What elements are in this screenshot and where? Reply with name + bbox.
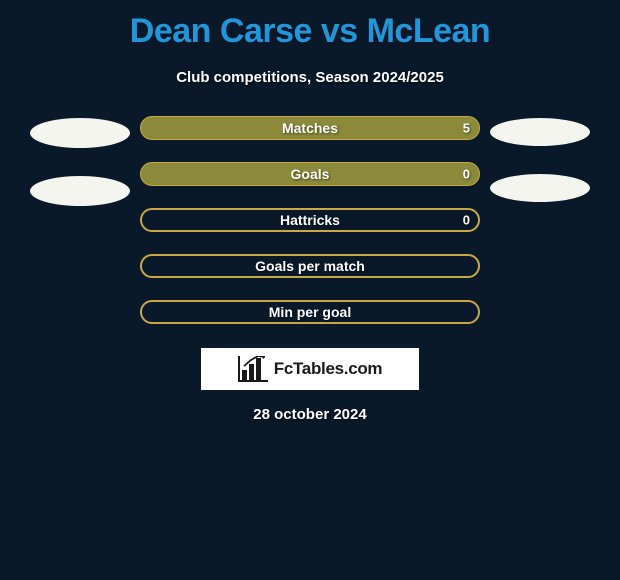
stat-bar-row: Min per goal bbox=[140, 300, 480, 324]
left-avatar-column bbox=[20, 116, 140, 206]
stat-bars-column: Matches 5 Goals 0 Hattricks 0 Goals per match M… bbox=[140, 116, 480, 324]
site-logo-box: FcTables.com bbox=[201, 348, 419, 390]
comparison-subtitle: Club competitions, Season 2024/2025 bbox=[176, 69, 444, 86]
stat-label: Min per goal bbox=[269, 304, 351, 320]
comparison-title: Dean Carse vs McLean bbox=[130, 12, 490, 51]
fctables-chart-icon bbox=[238, 356, 268, 382]
stat-bar-row: Matches 5 bbox=[140, 116, 480, 140]
stat-label: Goals bbox=[291, 166, 330, 182]
stat-label: Hattricks bbox=[280, 212, 340, 228]
avatar-right-2 bbox=[490, 174, 590, 202]
avatar-right-1 bbox=[490, 118, 590, 146]
stat-bar-row: Hattricks 0 bbox=[140, 208, 480, 232]
avatar-left-1 bbox=[30, 118, 130, 148]
stat-value-right: 0 bbox=[463, 213, 470, 228]
stat-label: Matches bbox=[282, 120, 338, 136]
stat-bar-row: Goals per match bbox=[140, 254, 480, 278]
snapshot-date: 28 october 2024 bbox=[253, 406, 366, 423]
stats-area: Matches 5 Goals 0 Hattricks 0 Goals per match M… bbox=[0, 116, 620, 324]
stat-label: Goals per match bbox=[255, 258, 365, 274]
stat-value-right: 5 bbox=[463, 121, 470, 136]
stat-value-right: 0 bbox=[463, 167, 470, 182]
site-logo-text: FcTables.com bbox=[274, 359, 383, 379]
stat-bar-row: Goals 0 bbox=[140, 162, 480, 186]
avatar-left-2 bbox=[30, 176, 130, 206]
right-avatar-column bbox=[480, 116, 600, 202]
